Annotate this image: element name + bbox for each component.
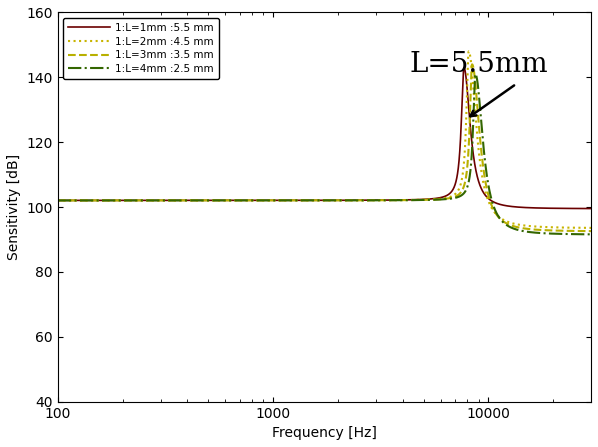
1:L=3mm :3.5 mm bbox=[374, 198, 381, 203]
1:L=3mm :3.5 mm bbox=[54, 198, 62, 203]
1:L=4mm :2.5 mm bbox=[54, 198, 62, 203]
1:L=2mm :4.5 mm bbox=[258, 198, 265, 203]
1:L=3mm :3.5 mm bbox=[452, 194, 459, 199]
1:L=2mm :4.5 mm bbox=[151, 198, 158, 203]
1:L=2mm :4.5 mm bbox=[587, 225, 594, 231]
Line: 1:L=2mm :4.5 mm: 1:L=2mm :4.5 mm bbox=[58, 51, 591, 228]
Line: 1:L=3mm :3.5 mm: 1:L=3mm :3.5 mm bbox=[58, 64, 591, 231]
1:L=2mm :4.5 mm bbox=[493, 212, 500, 217]
1:L=3mm :3.5 mm bbox=[151, 198, 158, 203]
Y-axis label: Sensitivity [dB]: Sensitivity [dB] bbox=[7, 154, 21, 260]
1:L=3mm :3.5 mm bbox=[401, 198, 408, 203]
1:L=1mm :5.5 mm bbox=[374, 198, 381, 203]
1:L=1mm :5.5 mm bbox=[258, 198, 265, 203]
1:L=4mm :2.5 mm bbox=[472, 72, 479, 77]
1:L=3mm :3.5 mm bbox=[469, 62, 476, 67]
1:L=1mm :5.5 mm bbox=[587, 206, 594, 211]
1:L=3mm :3.5 mm bbox=[587, 228, 594, 234]
1:L=2mm :4.5 mm bbox=[54, 198, 62, 203]
1:L=4mm :2.5 mm bbox=[151, 198, 158, 203]
1:L=1mm :5.5 mm bbox=[151, 198, 158, 203]
Text: L=5.5mm: L=5.5mm bbox=[410, 51, 548, 78]
1:L=4mm :2.5 mm bbox=[493, 210, 500, 215]
Legend: 1:L=1mm :5.5 mm, 1:L=2mm :4.5 mm, 1:L=3mm :3.5 mm, 1:L=4mm :2.5 mm: 1:L=1mm :5.5 mm, 1:L=2mm :4.5 mm, 1:L=3m… bbox=[63, 17, 219, 79]
1:L=1mm :5.5 mm bbox=[493, 201, 500, 206]
1:L=2mm :4.5 mm bbox=[465, 49, 472, 54]
Line: 1:L=4mm :2.5 mm: 1:L=4mm :2.5 mm bbox=[58, 74, 591, 234]
1:L=3mm :3.5 mm bbox=[493, 211, 500, 217]
1:L=4mm :2.5 mm bbox=[587, 232, 594, 237]
1:L=2mm :4.5 mm bbox=[401, 198, 408, 203]
1:L=4mm :2.5 mm bbox=[258, 198, 265, 203]
1:L=1mm :5.5 mm bbox=[54, 198, 62, 203]
1:L=1mm :5.5 mm bbox=[460, 65, 468, 70]
1:L=1mm :5.5 mm bbox=[401, 197, 408, 202]
1:L=4mm :2.5 mm bbox=[374, 198, 381, 203]
1:L=3mm :3.5 mm bbox=[258, 198, 265, 203]
X-axis label: Frequency [Hz]: Frequency [Hz] bbox=[272, 426, 377, 440]
1:L=4mm :2.5 mm bbox=[452, 195, 459, 200]
1:L=2mm :4.5 mm bbox=[374, 198, 381, 203]
1:L=2mm :4.5 mm bbox=[452, 191, 459, 196]
Line: 1:L=1mm :5.5 mm: 1:L=1mm :5.5 mm bbox=[58, 67, 591, 209]
1:L=1mm :5.5 mm bbox=[452, 180, 459, 185]
1:L=4mm :2.5 mm bbox=[401, 198, 408, 203]
